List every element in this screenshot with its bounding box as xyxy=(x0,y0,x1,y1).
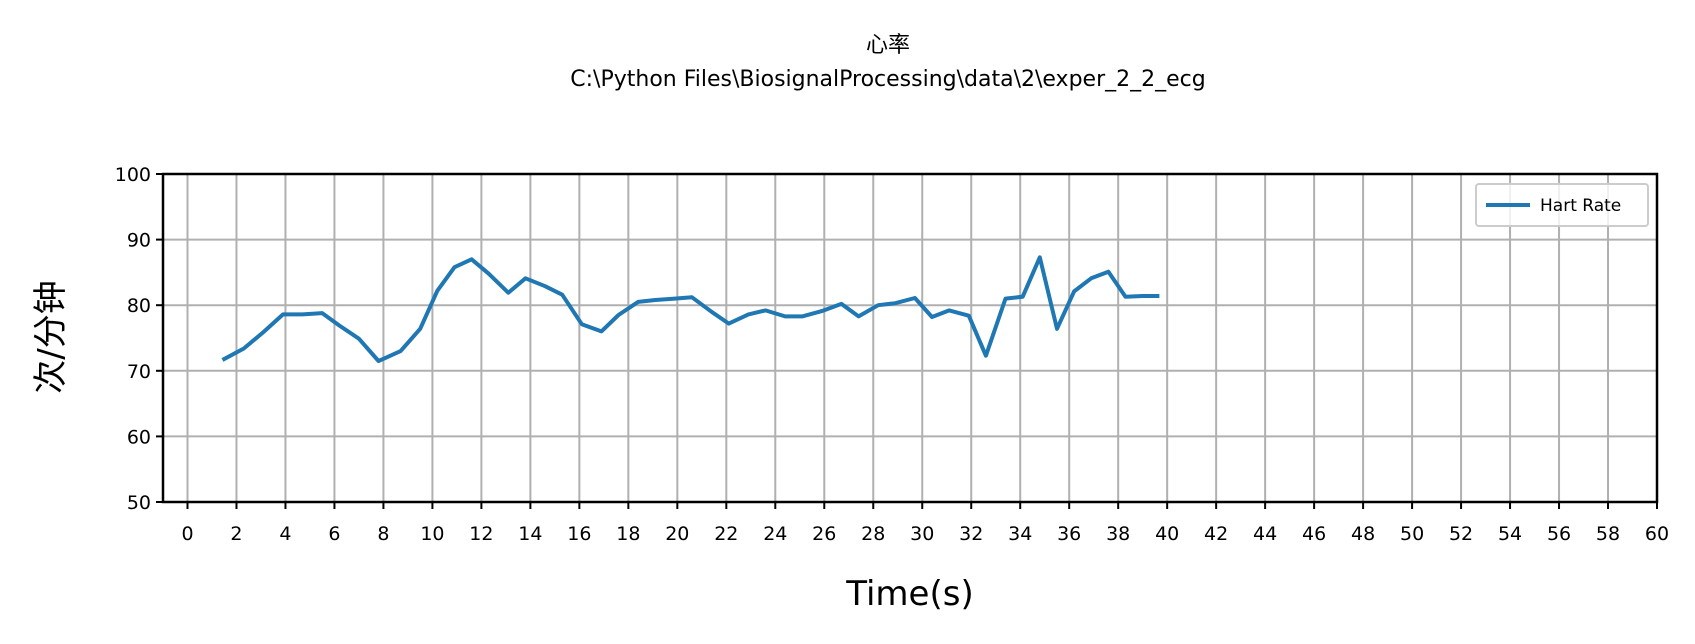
y-tick-label: 70 xyxy=(127,361,151,383)
x-tick-label: 54 xyxy=(1498,523,1522,545)
x-tick-label: 60 xyxy=(1645,523,1669,545)
grid xyxy=(163,173,1658,503)
x-tick-label: 34 xyxy=(1008,523,1032,545)
x-tick-label: 26 xyxy=(812,523,836,545)
x-tick-label: 28 xyxy=(861,523,885,545)
x-tick-label: 56 xyxy=(1547,523,1571,545)
x-tick-label: 36 xyxy=(1057,523,1081,545)
x-tick-label: 44 xyxy=(1253,523,1277,545)
x-tick-label: 10 xyxy=(420,523,444,545)
plot-area xyxy=(221,255,1160,363)
x-tick-label: 22 xyxy=(714,523,738,545)
x-tick-label: 38 xyxy=(1106,523,1130,545)
x-tick-label: 46 xyxy=(1302,523,1326,545)
y-tick-labels: 50 60 70 80 90 100 xyxy=(115,164,151,514)
chart-subtitle: C:\Python Files\BiosignalProcessing\data… xyxy=(570,67,1205,92)
x-tick-label: 8 xyxy=(377,523,389,545)
x-tick-label: 0 xyxy=(181,523,193,545)
x-tick-label: 6 xyxy=(328,523,340,545)
x-tick-label: 20 xyxy=(665,523,689,545)
y-tick-label: 90 xyxy=(127,230,151,252)
x-tick-label: 40 xyxy=(1155,523,1179,545)
y-tick-label: 100 xyxy=(115,164,151,186)
x-tick-label: 52 xyxy=(1449,523,1473,545)
x-tick-label: 58 xyxy=(1596,523,1620,545)
x-tick-label: 24 xyxy=(763,523,787,545)
x-tick-label: 4 xyxy=(279,523,291,545)
axes-frame xyxy=(161,172,1659,504)
x-tick-label: 30 xyxy=(910,523,934,545)
y-axis-label: 次/分钟 xyxy=(31,280,71,393)
x-tick-labels: 0 2 4 6 8 10 12 14 16 18 20 22 24 26 28 30 32 34 36 38 40 42 4… xyxy=(181,523,1669,545)
x-tick-label: 2 xyxy=(230,523,242,545)
x-tick-label: 32 xyxy=(959,523,983,545)
x-tick-label: 12 xyxy=(469,523,493,545)
axes xyxy=(156,172,1659,509)
x-tick-label: 50 xyxy=(1400,523,1424,545)
y-tick-label: 60 xyxy=(127,426,151,448)
x-tick-label: 42 xyxy=(1204,523,1228,545)
x-tick-label: 16 xyxy=(567,523,591,545)
series-line-heart-rate xyxy=(221,255,1160,363)
x-axis-label: Time(s) xyxy=(845,574,973,614)
legend-box xyxy=(1475,183,1649,227)
y-tick-label: 80 xyxy=(127,295,151,317)
x-tick-label: 18 xyxy=(616,523,640,545)
legend-label: Hart Rate xyxy=(1540,196,1621,216)
y-tick-label: 50 xyxy=(127,492,151,514)
chart-title: 心率 xyxy=(866,33,910,58)
legend: Hart Rate xyxy=(1475,183,1649,227)
x-tick-label: 48 xyxy=(1351,523,1375,545)
x-tick-label: 14 xyxy=(518,523,542,545)
